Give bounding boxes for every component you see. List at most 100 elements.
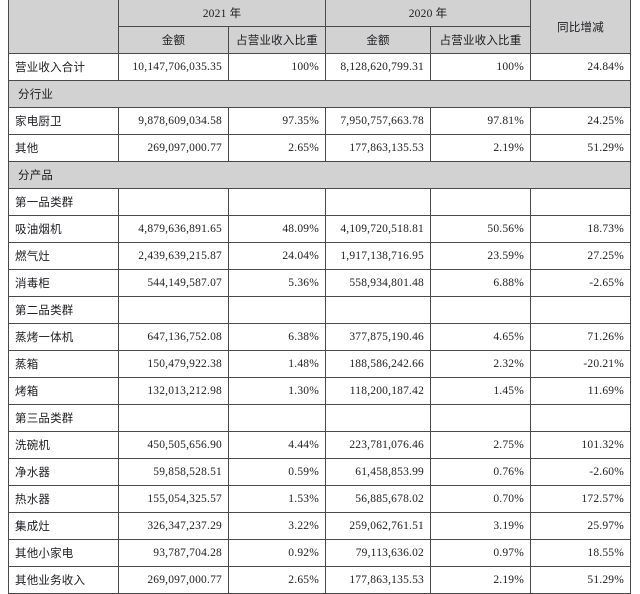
cell-ratio-2021: 48.09%: [227, 215, 327, 243]
cell-ratio-2020: [430, 188, 532, 216]
cell-yoy-change: -2.65%: [530, 269, 632, 297]
table-row: 消毒柜 544,149,587.07 5.36% 558,934,801.48 6.88…: [8, 269, 632, 297]
cell-ratio-2021: 4.44%: [227, 431, 327, 459]
cell-ratio-2021: [227, 404, 327, 432]
row-label: 其他: [8, 134, 119, 162]
cell-amount-2020: 8,128,620,799.31: [325, 53, 432, 81]
row-label: 烤箱: [8, 377, 119, 405]
cell-ratio-2021: 6.38%: [227, 323, 327, 351]
table-row: 其他 269,097,000.77 2.65% 177,863,135.53 2.19%…: [8, 134, 632, 162]
cell-yoy-change: 172.57%: [530, 485, 632, 513]
cell-yoy-change: [530, 188, 632, 216]
cell-yoy-change: 18.73%: [530, 215, 632, 243]
cell-ratio-2020: 0.70%: [430, 485, 532, 513]
cell-ratio-2020: 4.65%: [430, 323, 532, 351]
cell-amount-2020: 177,863,135.53: [325, 566, 432, 594]
header-amount-2021: 金额: [118, 26, 229, 54]
cell-amount-2020: [325, 404, 432, 432]
cell-yoy-change: [530, 404, 632, 432]
cell-ratio-2021: [227, 296, 327, 324]
cell-ratio-2020: 2.32%: [430, 350, 532, 378]
cell-yoy-change: 27.25%: [530, 242, 632, 270]
header-group-2021: 2021 年: [117, 0, 327, 27]
cell-ratio-2021: 2.65%: [227, 566, 327, 594]
cell-ratio-2021: 1.53%: [227, 485, 327, 513]
cell-yoy-change: 18.55%: [530, 539, 632, 567]
cell-ratio-2020: 100%: [430, 53, 532, 81]
cell-yoy-change: -20.21%: [530, 350, 632, 378]
cell-amount-2021: 155,054,325.57: [118, 485, 229, 513]
row-label: 营业收入合计: [8, 53, 119, 81]
row-label: 热水器: [8, 485, 119, 513]
cell-ratio-2020: 6.88%: [430, 269, 532, 297]
cell-amount-2020: 7,950,757,663.78: [325, 107, 432, 135]
cell-amount-2020: 118,200,187.42: [325, 377, 432, 405]
header-amount-2020: 金额: [325, 26, 432, 54]
cell-ratio-2021: 100%: [227, 53, 327, 81]
row-label: 蒸烤一体机: [8, 323, 119, 351]
revenue-breakdown-table: 2021 年 2020 年 同比增减 金额 占营业收入比重 金额 占营业收入比重…: [7, 0, 632, 594]
cell-amount-2020: 377,875,190.46: [325, 323, 432, 351]
cell-amount-2020: 56,885,678.02: [325, 485, 432, 513]
table-section-row: 分产品: [7, 161, 632, 189]
header-group-2020: 2020 年: [325, 0, 532, 27]
cell-amount-2020: 259,062,761.51: [325, 512, 432, 540]
table-row: 蒸烤一体机 647,136,752.08 6.38% 377,875,190.46 4.…: [8, 323, 632, 351]
table-row: 烤箱 132,013,212.98 1.30% 118,200,187.42 1.45%…: [8, 377, 632, 405]
cell-amount-2020: 61,458,853.99: [325, 458, 432, 486]
table-section-row: 分行业: [7, 80, 632, 108]
cell-amount-2021: [118, 188, 229, 216]
section-label: 分产品: [7, 161, 632, 189]
cell-amount-2020: 177,863,135.53: [325, 134, 432, 162]
table-header: 2021 年 2020 年 同比增减 金额 占营业收入比重 金额 占营业收入比重: [8, 0, 632, 54]
table-row: 蒸箱 150,479,922.38 1.48% 188,586,242.66 2.32%…: [8, 350, 632, 378]
cell-amount-2021: 150,479,922.38: [118, 350, 229, 378]
header-corner-cell: [8, 0, 119, 54]
cell-ratio-2020: 0.76%: [430, 458, 532, 486]
table-row: 第三品类群: [8, 404, 632, 432]
table-row: 其他小家电 93,787,704.28 0.92% 79,113,636.02 0.97…: [8, 539, 632, 567]
row-label: 燃气灶: [8, 242, 119, 270]
cell-ratio-2021: 3.22%: [227, 512, 327, 540]
cell-amount-2020: 1,917,138,716.95: [325, 242, 432, 270]
header-yoy-change: 同比增减: [530, 0, 632, 54]
cell-ratio-2021: 0.59%: [227, 458, 327, 486]
cell-amount-2021: 269,097,000.77: [118, 566, 229, 594]
table-row: 其他业务收入 269,097,000.77 2.65% 177,863,135.53 2…: [8, 566, 632, 594]
table-row: 燃气灶 2,439,639,215.87 24.04% 1,917,138,716.9…: [8, 242, 632, 270]
cell-amount-2020: 188,586,242.66: [325, 350, 432, 378]
cell-ratio-2020: [430, 404, 532, 432]
row-label: 洗碗机: [8, 431, 119, 459]
cell-ratio-2021: 1.30%: [227, 377, 327, 405]
cell-yoy-change: 71.26%: [530, 323, 632, 351]
cell-amount-2021: 450,505,656.90: [118, 431, 229, 459]
table-row: 营业收入合计 10,147,706,035.35 100% 8,128,620,799…: [8, 53, 632, 81]
row-label: 其他小家电: [8, 539, 119, 567]
cell-amount-2020: 223,781,076.46: [325, 431, 432, 459]
cell-yoy-change: 51.29%: [530, 134, 632, 162]
cell-ratio-2020: 0.97%: [430, 539, 532, 567]
table-row: 热水器 155,054,325.57 1.53% 56,885,678.02 0.70%…: [8, 485, 632, 513]
cell-amount-2021: 93,787,704.28: [118, 539, 229, 567]
cell-amount-2021: [118, 296, 229, 324]
row-label: 家电厨卫: [8, 107, 119, 135]
cell-amount-2021: 4,879,636,891.65: [118, 215, 229, 243]
cell-yoy-change: 51.29%: [530, 566, 632, 594]
header-row-sub: 金额 占营业收入比重 金额 占营业收入比重: [9, 26, 631, 54]
cell-ratio-2021: 2.65%: [227, 134, 327, 162]
cell-amount-2021: 59,858,528.51: [118, 458, 229, 486]
header-ratio-2020: 占营业收入比重: [430, 26, 532, 54]
table-row: 净水器 59,858,528.51 0.59% 61,458,853.99 0.76% -…: [8, 458, 632, 486]
row-label: 消毒柜: [8, 269, 119, 297]
cell-amount-2021: 647,136,752.08: [118, 323, 229, 351]
table-row: 集成灶 326,347,237.29 3.22% 259,062,761.51 3.19…: [8, 512, 632, 540]
header-ratio-2021: 占营业收入比重: [227, 26, 327, 54]
cell-ratio-2021: 5.36%: [227, 269, 327, 297]
cell-yoy-change: 24.84%: [530, 53, 632, 81]
cell-amount-2020: 79,113,636.02: [325, 539, 432, 567]
cell-ratio-2020: 3.19%: [430, 512, 532, 540]
table-row: 家电厨卫 9,878,609,034.58 97.35% 7,950,757,663.…: [8, 107, 632, 135]
cell-amount-2021: 544,149,587.07: [118, 269, 229, 297]
cell-amount-2021: 9,878,609,034.58: [118, 107, 229, 135]
cell-ratio-2020: [430, 296, 532, 324]
